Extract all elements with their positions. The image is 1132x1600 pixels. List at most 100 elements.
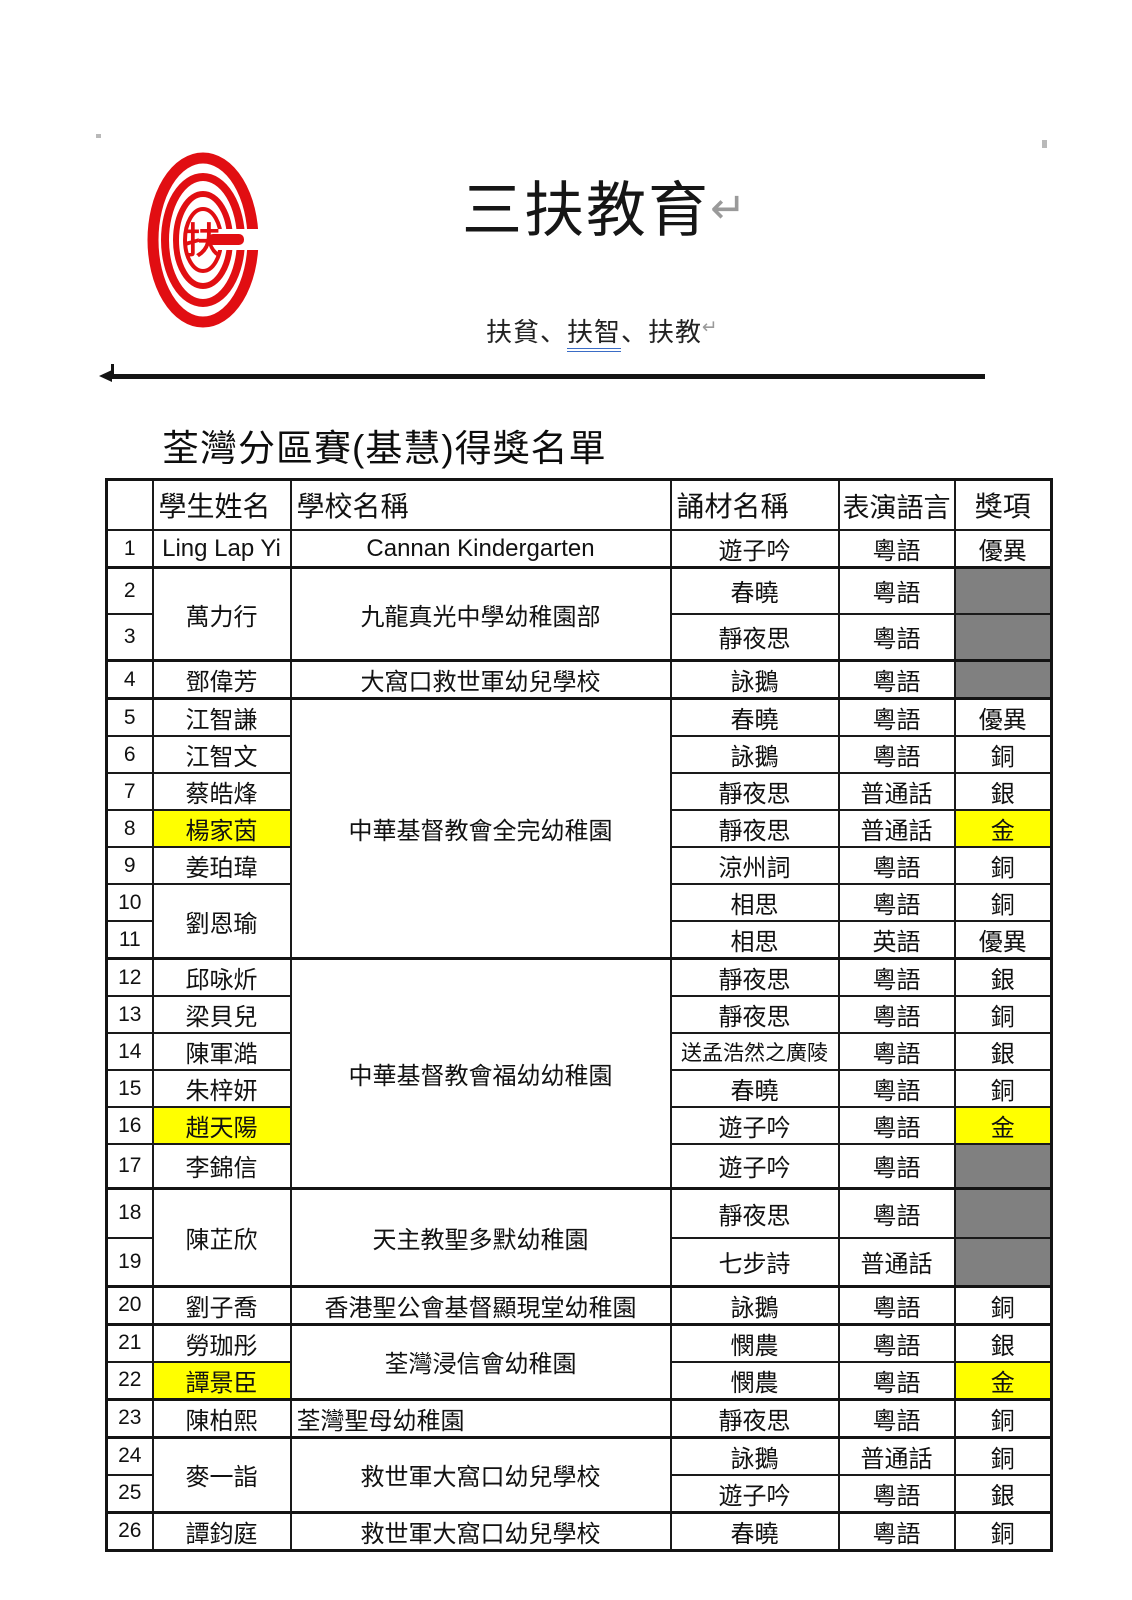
material-cell: 詠鵝 [669,659,840,700]
school-name-cell: 九龍真光中學幼稚園部 [289,566,672,662]
table-row: 19 七步詩 普通話 [105,1237,1053,1287]
language-cell: 粵語 [837,995,956,1034]
divider-tick [111,364,114,378]
material-cell: 靜夜思 [669,957,840,997]
row-number-cell: 22 [105,1360,154,1400]
row-number-cell: 11 [105,920,154,960]
award-cell: 銅 [953,1397,1053,1438]
language-cell: 粵語 [837,846,956,885]
school-name-cell: 香港聖公會基督顯現堂幼稚園 [289,1284,672,1325]
spellcheck-underlined-text: 扶智 [567,317,622,352]
row-number-cell: 18 [105,1186,154,1239]
row-number-cell: 3 [105,612,154,662]
school-name-cell: 救世軍大窩口幼兒學校 [289,1435,672,1513]
student-name-cell: 陳柏熙 [151,1397,292,1438]
school-name-cell: 救世軍大窩口幼兒學校 [289,1510,672,1551]
award-cell: 金 [953,1360,1053,1400]
award-cell: 銀 [953,1032,1053,1071]
table-row: 11 相思 英語 優異 [105,920,1053,960]
student-name-cell: 譚景臣 [151,1360,292,1400]
student-name-cell: 陳芷欣 [151,1186,292,1287]
table-row: 16 趙天陽 遊子吟 粵語金 [105,1106,1053,1145]
language-cell: 粵語 [837,1186,956,1239]
school-name-cell: 荃灣聖母幼稚園 [289,1397,672,1438]
table-row: 14 陳軍澔 送孟浩然之廣陵 粵語銀 [105,1032,1053,1071]
school-name-cell: 中華基督教會福幼幼稚園 [289,957,672,1189]
table-row: 15 朱梓妍 春曉 粵語銅 [105,1069,1053,1108]
student-name-cell: 勞珈彤 [151,1322,292,1363]
language-cell: 粵語 [837,566,956,615]
material-cell: 靜夜思 [669,995,840,1034]
paragraph-return-mark: ↵ [702,316,719,337]
language-cell: 普通話 [837,772,956,811]
student-name-cell: 李錦信 [151,1143,292,1189]
row-number-cell: 7 [105,772,154,811]
row-number-cell: 19 [105,1237,154,1287]
table-row: 6 江智文 詠鵝 粵語銅 [105,735,1053,774]
material-cell: 憫農 [669,1360,840,1400]
row-number-cell: 8 [105,809,154,848]
student-name-cell: 劉恩瑜 [151,883,292,960]
table-row: 25 遊子吟 粵語銀 [105,1473,1053,1513]
award-cell: 銅 [953,735,1053,774]
page-edge-mark [1042,140,1047,148]
header-material-name: 誦材名稱 [669,478,840,531]
logo-character: 扶 [185,220,221,261]
award-list-section-title: 荃灣分區賽(基慧)得獎名單 [162,428,607,469]
language-cell: 粵語 [837,1284,956,1325]
language-cell: 粵語 [837,529,956,569]
table-row: 23 陳柏熙 荃灣聖母幼稚園 靜夜思 粵語銅 [105,1397,1053,1438]
language-cell: 普通話 [837,809,956,848]
divider-left-arrow-icon [99,370,112,382]
award-cell [953,1237,1053,1287]
student-name-cell: Ling Lap Yi [151,529,292,569]
language-cell: 粵語 [837,697,956,737]
row-number-cell: 2 [105,566,154,615]
table-row: 4 鄧偉芳 大窩口救世軍幼兒學校 詠鵝 粵語 [105,659,1053,700]
table-row: 24 麥一詣 救世軍大窩口幼兒學校 詠鵝 普通話銅 [105,1435,1053,1513]
school-name-cell: 荃灣浸信會幼稚園 [289,1322,672,1400]
award-cell: 銅 [953,883,1053,922]
table-row: 21 勞珈彤 荃灣浸信會幼稚園 憫農 粵語銀 [105,1322,1053,1400]
language-cell: 粵語 [837,612,956,662]
table-row: 7 蔡皓烽 靜夜思 普通話銀 [105,772,1053,811]
material-cell: 春曉 [669,1069,840,1108]
material-cell: 春曉 [669,1510,840,1551]
table-row: 26 譚鈞庭 救世軍大窩口幼兒學校 春曉 粵語銅 [105,1510,1053,1551]
language-cell: 粵語 [837,735,956,774]
row-number-cell: 4 [105,659,154,700]
row-number-cell: 1 [105,529,154,569]
material-cell: 詠鵝 [669,1284,840,1325]
header-language: 表演語言 [837,478,956,531]
award-cell: 金 [953,809,1053,848]
student-name-cell: 鄧偉芳 [151,659,292,700]
language-cell: 粵語 [837,659,956,700]
row-number-cell: 12 [105,957,154,997]
language-cell: 粵語 [837,1397,956,1438]
student-name-cell: 江智謙 [151,697,292,737]
table-row: 20 劉子喬 香港聖公會基督顯現堂幼稚園 詠鵝 粵語銅 [105,1284,1053,1325]
row-number-cell: 10 [105,883,154,922]
student-name-cell: 譚鈞庭 [151,1510,292,1551]
row-number-cell: 9 [105,846,154,885]
material-cell: 靜夜思 [669,809,840,848]
row-number-cell: 16 [105,1106,154,1145]
school-name-cell: Cannan Kindergarten [289,529,672,569]
awards-table: 學生姓名 學校名稱 誦材名稱 表演語言 獎項 1 Ling Lap Yi Cannan Ki… [105,478,1053,1552]
award-cell: 銅 [953,1284,1053,1325]
award-cell [953,612,1053,662]
award-cell [953,566,1053,615]
material-cell: 詠鵝 [669,735,840,774]
document-subtitle: 扶貧、扶智、扶教↵ [486,312,719,352]
material-cell: 遊子吟 [669,529,840,569]
material-cell: 春曉 [669,697,840,737]
table-row: 5 江智謙 中華基督教會全完幼稚園 春曉 粵語 優異 [105,697,1053,960]
award-cell: 優異 [953,920,1053,960]
student-name-cell: 麥一詣 [151,1435,292,1513]
student-name-cell: 楊家茵 [151,809,292,848]
row-number-cell: 6 [105,735,154,774]
award-cell: 銅 [953,995,1053,1034]
award-cell [953,1143,1053,1189]
language-cell: 粵語 [837,1106,956,1145]
material-cell: 遊子吟 [669,1473,840,1513]
